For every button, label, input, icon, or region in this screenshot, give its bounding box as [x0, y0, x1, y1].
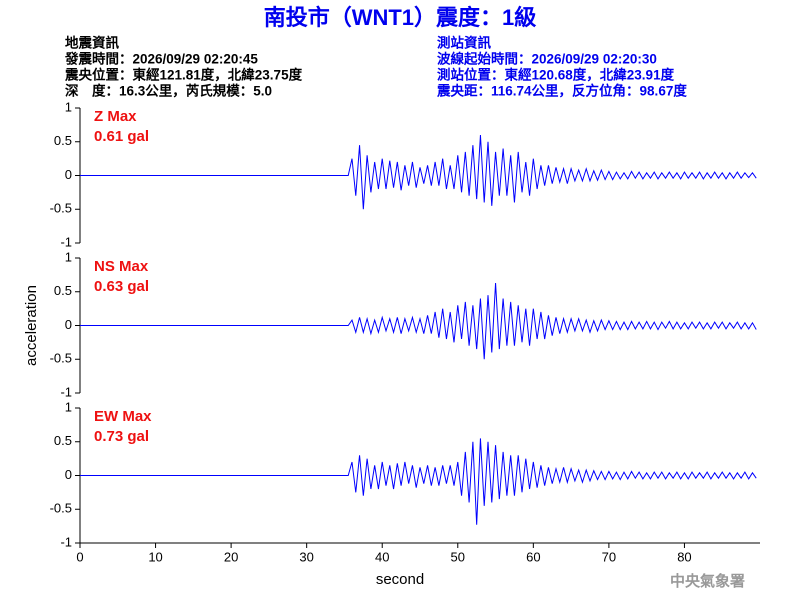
info-line: 地震資訊 — [65, 35, 119, 51]
x-tick-label: 30 — [299, 549, 313, 564]
y-tick-label: -1 — [60, 534, 72, 549]
x-tick-label: 60 — [526, 549, 540, 564]
y-tick-label: 0 — [65, 167, 72, 182]
x-tick-label: 10 — [148, 549, 162, 564]
y-tick-label: 1 — [65, 399, 72, 414]
y-tick-label: 0.5 — [54, 283, 72, 298]
waveform — [80, 438, 757, 525]
info-line: 深 度：16.3公里，芮氏規模：5.0 — [65, 83, 272, 99]
y-tick-label: -1 — [60, 384, 72, 399]
annotation: EW Max — [94, 408, 152, 425]
info-line: 測站資訊 — [437, 35, 491, 51]
info-line: 震央位置：東經121.81度，北緯23.75度 — [64, 67, 303, 83]
x-tick-label: 0 — [76, 549, 83, 564]
y-tick-label: -0.5 — [50, 501, 72, 516]
annotation: 0.63 gal — [94, 278, 149, 295]
info-line: 波線起始時間：2026/09/29 02:20:30 — [437, 51, 657, 67]
x-tick-label: 50 — [451, 549, 465, 564]
y-tick-label: -1 — [60, 234, 72, 249]
y-tick-label: 1 — [65, 249, 72, 264]
y-tick-label: 0.5 — [54, 433, 72, 448]
waveform — [80, 282, 757, 360]
x-tick-label: 20 — [224, 549, 238, 564]
x-tick-label: 40 — [375, 549, 389, 564]
y-axis-label: acceleration — [23, 285, 40, 366]
annotation: 0.73 gal — [94, 428, 149, 445]
annotation: Z Max — [94, 108, 137, 125]
info-line: 發震時間：2026/09/29 02:20:45 — [64, 51, 258, 67]
x-axis-label: second — [376, 571, 424, 588]
y-tick-label: -0.5 — [50, 351, 72, 366]
x-tick-label: 80 — [677, 549, 691, 564]
x-tick-label: 70 — [602, 549, 616, 564]
info-line: 震央距：116.74公里，反方位角：98.67度 — [436, 83, 687, 99]
y-tick-label: -0.5 — [50, 201, 72, 216]
y-tick-label: 0.5 — [54, 133, 72, 148]
footer: 中央氣象署 — [670, 572, 745, 590]
waveform — [80, 134, 757, 210]
y-tick-label: 0 — [65, 317, 72, 332]
annotation: NS Max — [94, 258, 149, 275]
info-line: 測站位置：東經120.68度，北緯23.91度 — [437, 67, 675, 83]
annotation: 0.61 gal — [94, 128, 149, 145]
y-tick-label: 0 — [65, 467, 72, 482]
y-tick-label: 1 — [65, 99, 72, 114]
title: 南投市（WNT1）震度：1級 — [264, 5, 537, 30]
